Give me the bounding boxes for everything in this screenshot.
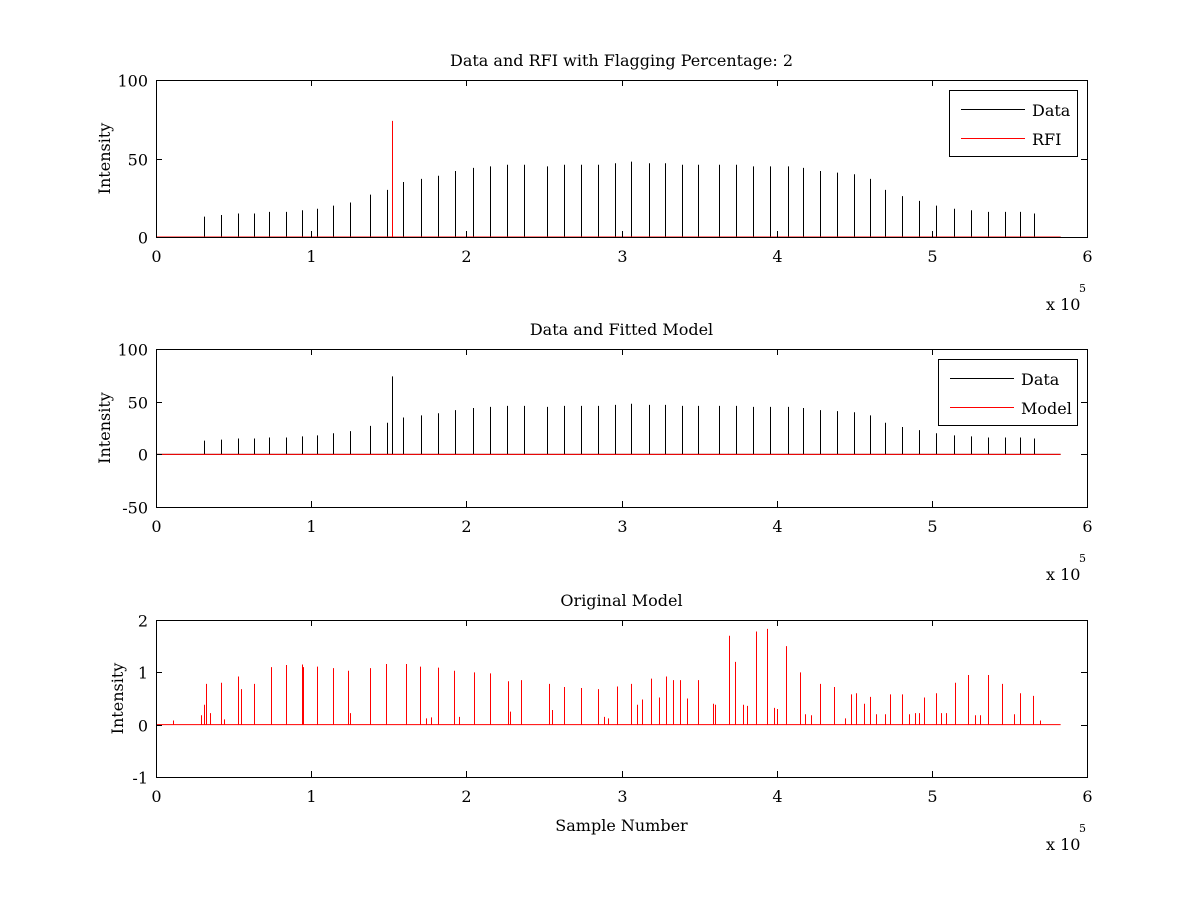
y-tick-label: 0 xyxy=(138,446,148,465)
subplot-1: Data and RFI with Flagging Percentage: 2… xyxy=(95,51,1093,314)
x-multiplier-label: x 10 xyxy=(1046,295,1080,314)
chart-title: Original Model xyxy=(560,591,682,610)
x-tick-label: 3 xyxy=(617,517,627,536)
x-multiplier-label: x 10 xyxy=(1046,835,1080,854)
x-tick-label: 5 xyxy=(927,787,937,806)
x-tick-label: 2 xyxy=(461,787,471,806)
legend-box xyxy=(949,90,1078,157)
x-tick-label: 5 xyxy=(927,517,937,536)
y-tick-label: 0 xyxy=(138,717,148,736)
x-tick-label: 0 xyxy=(151,517,161,536)
x-axis-label: Sample Number xyxy=(555,816,688,835)
series-data xyxy=(156,376,1061,455)
series-rfi xyxy=(156,120,1061,238)
x-tick-label: 6 xyxy=(1082,247,1092,266)
y-axis-label: Intensity xyxy=(108,663,127,735)
y-tick-label: 2 xyxy=(138,612,148,631)
y-tick-label: -1 xyxy=(132,769,148,788)
legend-label: Data xyxy=(1021,370,1060,389)
y-tick-label: 100 xyxy=(117,341,148,360)
legend: Data Model xyxy=(938,359,1078,426)
y-tick-label: 50 xyxy=(128,394,148,413)
x-tick-label: 0 xyxy=(151,247,161,266)
legend-label: Data xyxy=(1032,101,1071,120)
x-tick-label: 4 xyxy=(772,247,782,266)
x-multiplier-exponent: 5 xyxy=(1079,282,1086,295)
x-multiplier-exponent: 5 xyxy=(1079,552,1086,565)
x-tick-label: 1 xyxy=(306,787,316,806)
y-tick-label: 100 xyxy=(117,72,148,91)
x-tick-label: 4 xyxy=(772,787,782,806)
x-tick-label: 6 xyxy=(1082,787,1092,806)
x-tick-label: 3 xyxy=(617,787,627,806)
y-tick-label: -50 xyxy=(122,499,148,518)
series-data xyxy=(156,161,1061,238)
x-tick-label: 1 xyxy=(306,517,316,536)
x-tick-label: 4 xyxy=(772,517,782,536)
x-multiplier-exponent: 5 xyxy=(1079,822,1086,835)
x-multiplier-label: x 10 xyxy=(1046,565,1080,584)
x-tick-label: 2 xyxy=(461,247,471,266)
x-tick-label: 5 xyxy=(927,247,937,266)
legend: Data RFI xyxy=(949,90,1078,157)
chart-title: Data and Fitted Model xyxy=(530,320,713,339)
axes-frame xyxy=(156,80,1088,238)
chart-title: Data and RFI with Flagging Percentage: 2 xyxy=(450,51,793,70)
legend-box xyxy=(938,359,1078,426)
y-tick-label: 50 xyxy=(128,151,148,170)
legend-label: RFI xyxy=(1032,130,1061,149)
y-axis-label: Intensity xyxy=(95,392,114,464)
x-tick-label: 0 xyxy=(151,787,161,806)
x-tick-label: 3 xyxy=(617,247,627,266)
x-tick-label: 2 xyxy=(461,517,471,536)
axes-frame xyxy=(156,620,1088,778)
x-tick-label: 6 xyxy=(1082,517,1092,536)
y-axis-label: Intensity xyxy=(95,123,114,195)
x-tick-label: 1 xyxy=(306,247,316,266)
y-tick-label: 0 xyxy=(138,229,148,248)
series-model xyxy=(156,628,1061,726)
legend-label: Model xyxy=(1021,399,1072,418)
y-tick-label: 1 xyxy=(138,664,148,683)
